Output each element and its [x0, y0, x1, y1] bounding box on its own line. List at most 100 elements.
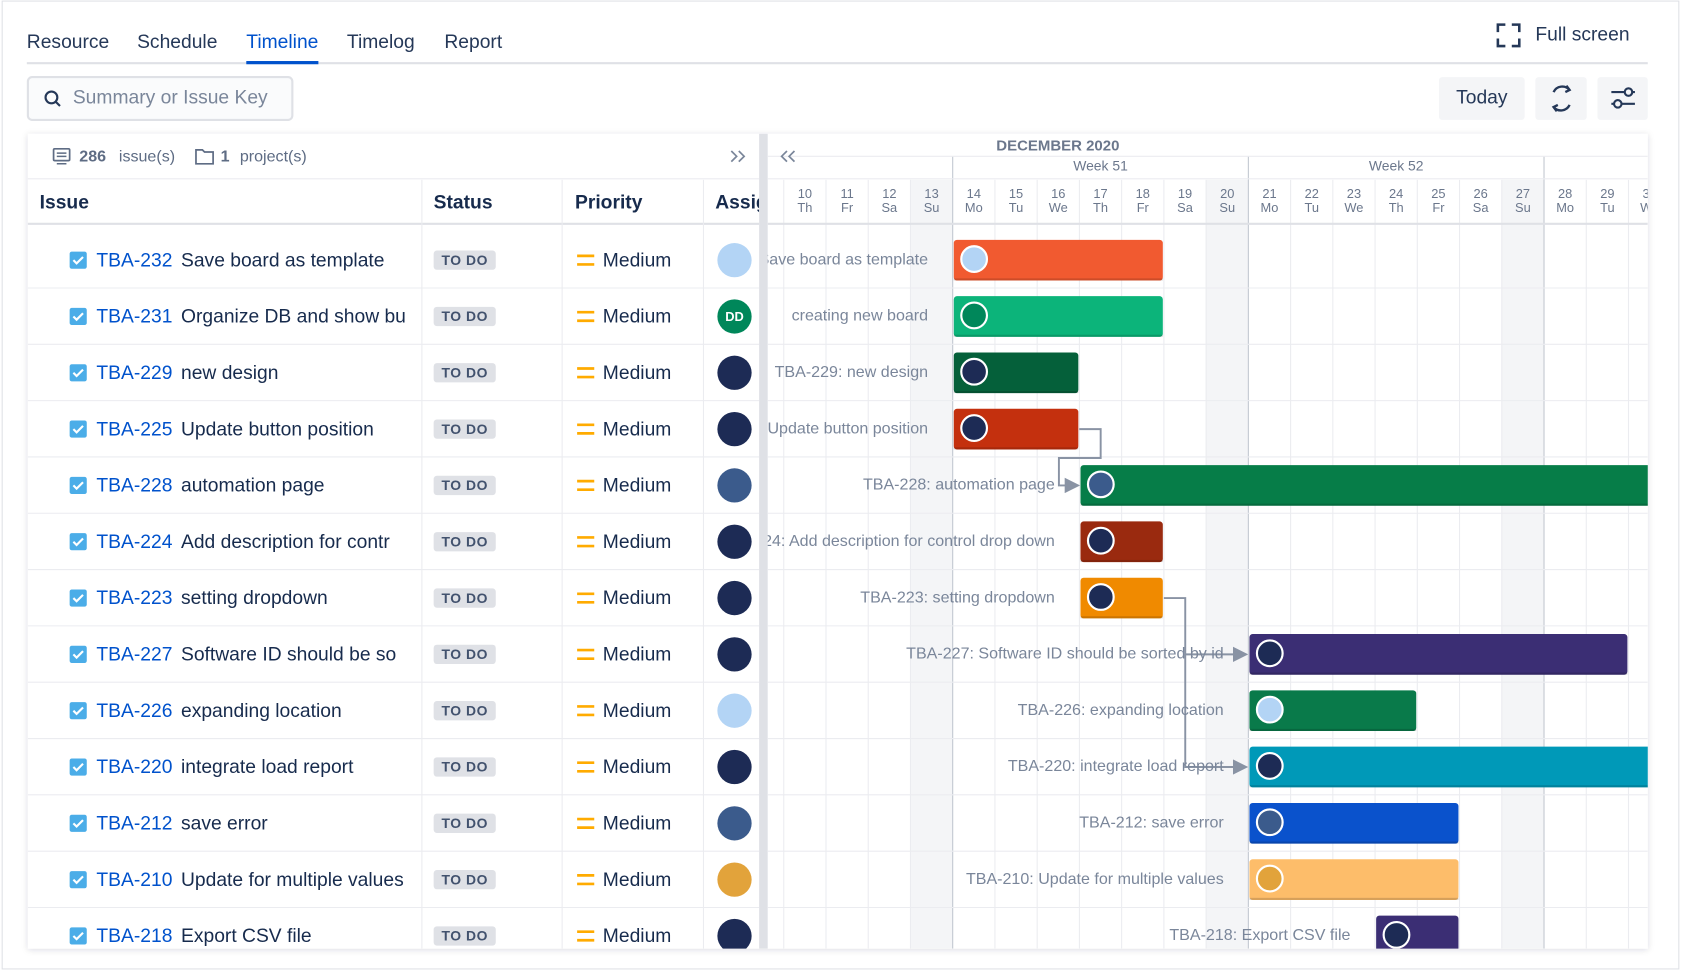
issue-type-icon — [69, 927, 87, 945]
issue-row[interactable]: TBA-220 integrate load report TO DO Medium — [27, 749, 760, 796]
status-lozenge — [433, 306, 496, 327]
issue-row[interactable]: TBA-229 new design TO DO Medium — [27, 355, 760, 402]
bar-avatar — [960, 245, 989, 274]
priority: Medium — [603, 645, 672, 666]
tab[interactable]: Timeline — [246, 32, 318, 53]
task-bar[interactable] — [953, 352, 1079, 394]
issue-key[interactable]: TBA-224 — [96, 532, 172, 553]
tab[interactable]: Report — [444, 32, 502, 53]
pane-divider[interactable] — [759, 133, 768, 949]
issue-rows: TBA-232 Save board as template TO DO Medium… — [27, 243, 760, 964]
status-lozenge — [433, 757, 496, 777]
issue-type-icon — [69, 814, 87, 832]
issue-type-icon — [72, 481, 84, 491]
priority: Medium — [603, 588, 672, 609]
issue-row[interactable]: TBA-228 automation page TO DO Medium — [27, 468, 760, 514]
tab[interactable]: Resource — [27, 32, 109, 53]
status-lozenge — [433, 419, 496, 439]
task-bar-edge — [1249, 897, 1459, 900]
search-box[interactable]: Summary or Issue Key — [26, 76, 294, 121]
tab[interactable]: Timelog — [347, 32, 415, 53]
priority-icon — [577, 536, 595, 548]
issue-row[interactable]: TBA-212 save error TO DO Medium — [27, 806, 760, 852]
assignee-avatar — [717, 468, 752, 503]
issue-summary: Update for multiple values — [181, 870, 404, 891]
issue-type-icon — [72, 537, 84, 547]
timeline: 10Th11Fr12Sa13Su14Mo15Tu16We17Th18Fr19Sa… — [718, 138, 1681, 949]
issue-key[interactable]: TBA-227 — [96, 645, 172, 666]
issue-key[interactable]: TBA-210 — [96, 870, 172, 891]
button-bg[interactable] — [1535, 77, 1587, 120]
day-date: 14 — [967, 186, 981, 201]
task-bar[interactable] — [1249, 634, 1628, 675]
issue-key[interactable]: TBA-223 — [96, 588, 172, 609]
status-lozenge — [433, 250, 496, 270]
issue-key[interactable]: TBA-218 — [96, 926, 172, 947]
issue-key[interactable]: TBA-226 — [96, 701, 172, 722]
issue-row[interactable]: TBA-210 Update for multiple values TO DO Me… — [27, 862, 760, 909]
issue-row[interactable]: TBA-226 expanding location TO DO Medium — [27, 693, 760, 740]
button-bg[interactable] — [1597, 77, 1648, 120]
weekend-shade — [1501, 179, 1545, 949]
task-bar[interactable] — [1080, 465, 1681, 506]
task-bar[interactable] — [1249, 802, 1459, 844]
status-lozenge — [433, 813, 496, 833]
issue-type-icon — [72, 931, 84, 941]
settings-button[interactable] — [1597, 77, 1648, 120]
priority: Medium — [603, 813, 672, 834]
day-weekday: We — [1344, 200, 1363, 215]
button-bg[interactable] — [1438, 77, 1525, 120]
task-bar[interactable] — [953, 239, 1163, 281]
issue-row[interactable]: TBA-223 setting dropdown TO DO Medium — [27, 580, 760, 627]
day-weekday: Fr — [1137, 200, 1150, 215]
task-bar[interactable] — [1249, 859, 1459, 900]
issue-key[interactable]: TBA-228 — [96, 476, 172, 497]
task-bar[interactable] — [1249, 746, 1681, 788]
issue-key[interactable]: TBA-225 — [96, 419, 172, 440]
column-header: Status — [434, 193, 493, 214]
collapse-left[interactable] — [780, 150, 796, 163]
bar-label: TBA-224: Add description for control dro… — [718, 532, 1055, 550]
issue-key[interactable]: TBA-231 — [96, 307, 172, 328]
issue-key[interactable]: TBA-220 — [96, 757, 172, 778]
task-bar[interactable] — [953, 296, 1163, 337]
issue-row[interactable]: TBA-231 Organize DB and show bu TO DO Mediu… — [27, 299, 760, 345]
priority-icon — [577, 479, 595, 492]
issue-key[interactable]: TBA-212 — [96, 813, 172, 834]
refresh-button[interactable] — [1535, 77, 1587, 120]
search-field[interactable] — [26, 76, 294, 121]
task-bar[interactable] — [1249, 690, 1417, 732]
status-lozenge — [433, 588, 496, 608]
full-screen-button[interactable]: Full screen — [1496, 23, 1630, 48]
priority-icon — [577, 817, 595, 829]
day-weekday: Fr — [1432, 200, 1445, 215]
day-date: 13 — [924, 186, 938, 201]
priority-icon — [577, 592, 595, 604]
issue-type-icon — [72, 819, 84, 829]
issue-row[interactable]: TBA-225 Update button position TO DO Medium — [27, 411, 760, 458]
issue-row[interactable]: TBA-227 Software ID should be so TO DO Medi… — [27, 637, 760, 683]
project-count: 1 — [221, 148, 230, 166]
issues-icon — [52, 147, 71, 162]
issue-key[interactable]: TBA-232 — [96, 250, 172, 271]
today-button[interactable]: Today — [1438, 77, 1525, 120]
day-date: 22 — [1305, 186, 1319, 201]
issue-row[interactable]: TBA-232 Save board as template TO DO Medium — [27, 243, 760, 289]
bar-label: TBA-220: integrate load report — [1008, 757, 1224, 775]
issue-row[interactable]: TBA-218 Export CSV file TO DO Medium — [28, 918, 759, 964]
issue-key[interactable]: TBA-229 — [96, 363, 172, 384]
collapse-right[interactable] — [730, 150, 746, 163]
issue-type-icon — [69, 307, 87, 326]
task-bar[interactable] — [953, 408, 1079, 450]
bar-label: TBA-212: save error — [1079, 814, 1224, 832]
issue-summary: Export CSV file — [181, 926, 312, 947]
issue-type-icon — [72, 763, 84, 772]
issue-type-icon — [72, 650, 84, 660]
tab[interactable]: Schedule — [137, 32, 217, 53]
assignee-initials: DD — [725, 309, 744, 324]
issue-summary: Update button position — [181, 419, 374, 440]
settings-icon — [1612, 99, 1623, 109]
day-date: 21 — [1262, 186, 1276, 201]
issue-row[interactable]: TBA-224 Add description for contr TO DO Med… — [27, 524, 760, 571]
issue-summary: automation page — [181, 476, 325, 497]
